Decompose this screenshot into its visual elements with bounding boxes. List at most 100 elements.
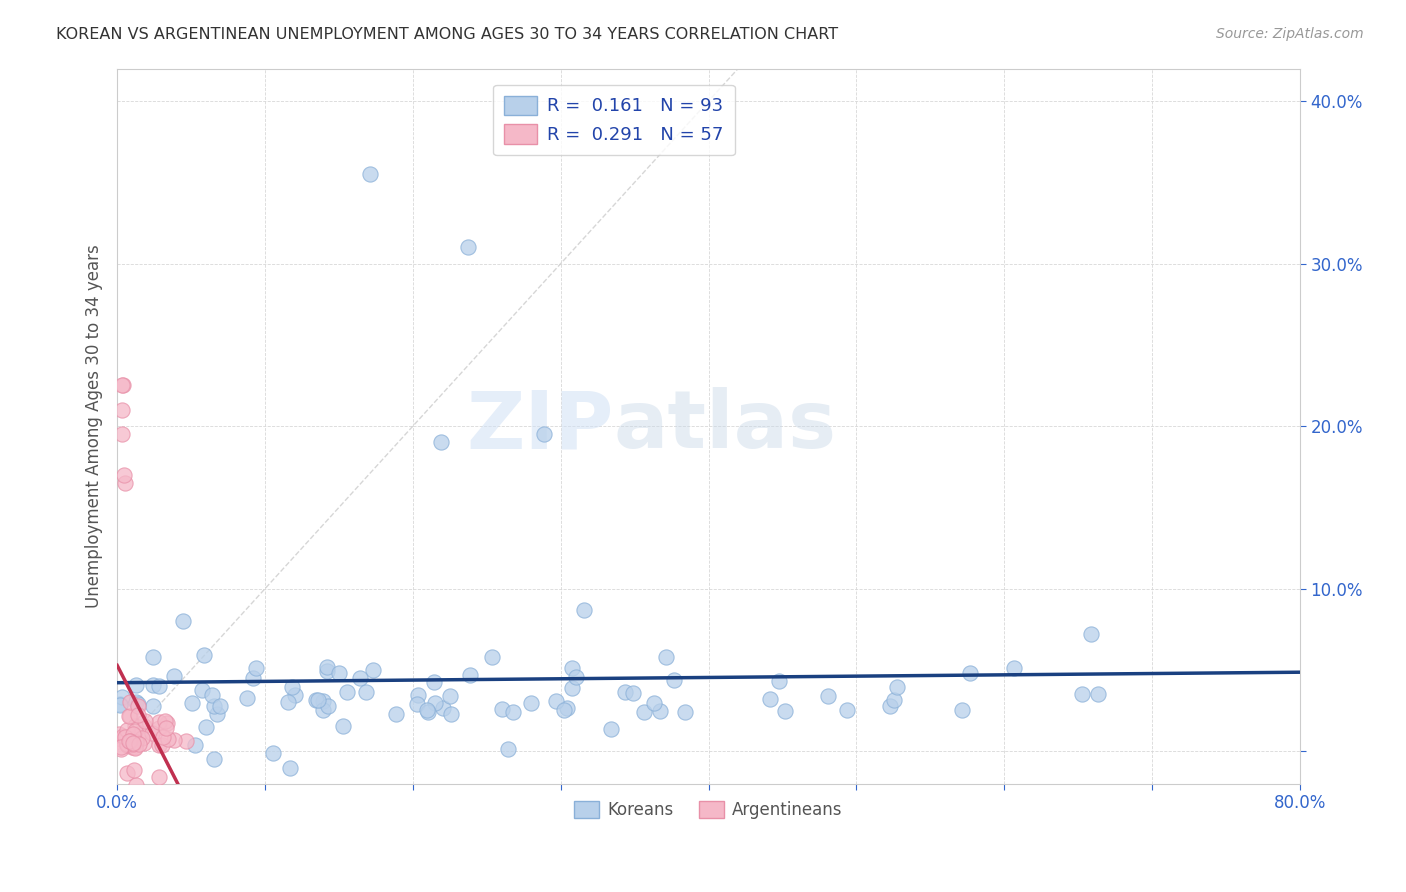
Point — [118, 709, 141, 723]
Point — [127, 698, 149, 713]
Point — [156, 715, 179, 730]
Point — [111, 378, 134, 392]
Point — [125, 735, 148, 749]
Point — [245, 660, 267, 674]
Point — [111, 690, 134, 704]
Point — [118, 708, 141, 723]
Point — [148, 714, 170, 729]
Point — [172, 615, 194, 629]
Point — [156, 732, 179, 747]
Point — [141, 726, 163, 740]
Point — [150, 738, 173, 752]
Point — [121, 740, 143, 755]
Point — [125, 678, 148, 692]
Point — [1080, 627, 1102, 641]
Point — [190, 683, 212, 698]
Point — [359, 167, 381, 181]
Point — [193, 648, 215, 662]
Point — [118, 695, 141, 709]
Point — [108, 698, 131, 713]
Point — [673, 705, 696, 719]
Point — [262, 746, 284, 760]
Point — [202, 699, 225, 714]
Point — [886, 680, 908, 694]
Point — [336, 685, 359, 699]
Point — [155, 721, 177, 735]
Point — [544, 693, 567, 707]
Point — [112, 729, 135, 743]
Point — [328, 666, 350, 681]
Point — [950, 703, 973, 717]
Point — [1002, 661, 1025, 675]
Point — [416, 703, 439, 717]
Point — [406, 697, 429, 711]
Point — [574, 603, 596, 617]
Text: atlas: atlas — [614, 387, 837, 465]
Point — [124, 740, 146, 755]
Point — [315, 665, 337, 679]
Point — [284, 689, 307, 703]
Point — [502, 705, 524, 719]
Point — [128, 737, 150, 751]
Point — [422, 675, 444, 690]
Point — [118, 734, 141, 748]
Legend: Koreans, Argentineans: Koreans, Argentineans — [568, 794, 849, 825]
Point — [361, 663, 384, 677]
Point — [316, 698, 339, 713]
Point — [118, 734, 141, 748]
Point — [496, 742, 519, 756]
Point — [155, 714, 177, 728]
Point — [115, 766, 138, 780]
Y-axis label: Unemployment Among Ages 30 to 34 years: Unemployment Among Ages 30 to 34 years — [86, 244, 103, 608]
Point — [564, 670, 586, 684]
Point — [148, 738, 170, 752]
Point — [354, 684, 377, 698]
Point — [110, 740, 132, 755]
Point — [202, 752, 225, 766]
Point — [1071, 687, 1094, 701]
Point — [648, 704, 671, 718]
Point — [127, 730, 149, 744]
Point — [430, 435, 453, 450]
Point — [111, 402, 134, 417]
Point — [184, 738, 207, 752]
Point — [142, 649, 165, 664]
Point — [124, 719, 146, 733]
Point — [125, 695, 148, 709]
Point — [134, 735, 156, 749]
Point — [152, 730, 174, 744]
Point — [124, 739, 146, 754]
Point — [128, 726, 150, 740]
Point — [1087, 687, 1109, 701]
Point — [115, 731, 138, 746]
Point — [121, 735, 143, 749]
Point — [349, 671, 371, 685]
Point — [114, 730, 136, 744]
Point — [148, 679, 170, 693]
Point — [281, 680, 304, 694]
Point — [110, 731, 132, 746]
Point — [759, 692, 782, 706]
Point — [125, 778, 148, 792]
Point — [837, 703, 859, 717]
Point — [555, 700, 578, 714]
Point — [277, 696, 299, 710]
Point — [307, 692, 329, 706]
Point — [125, 788, 148, 802]
Point — [124, 723, 146, 738]
Point — [316, 660, 339, 674]
Point — [112, 467, 135, 482]
Point — [163, 733, 186, 747]
Point — [775, 704, 797, 718]
Point — [553, 702, 575, 716]
Point — [385, 706, 408, 721]
Point — [122, 727, 145, 741]
Text: Source: ZipAtlas.com: Source: ZipAtlas.com — [1216, 27, 1364, 41]
Point — [163, 669, 186, 683]
Point — [879, 699, 901, 714]
Point — [132, 719, 155, 733]
Point — [599, 723, 621, 737]
Point — [533, 427, 555, 442]
Point — [423, 696, 446, 710]
Point — [662, 673, 685, 687]
